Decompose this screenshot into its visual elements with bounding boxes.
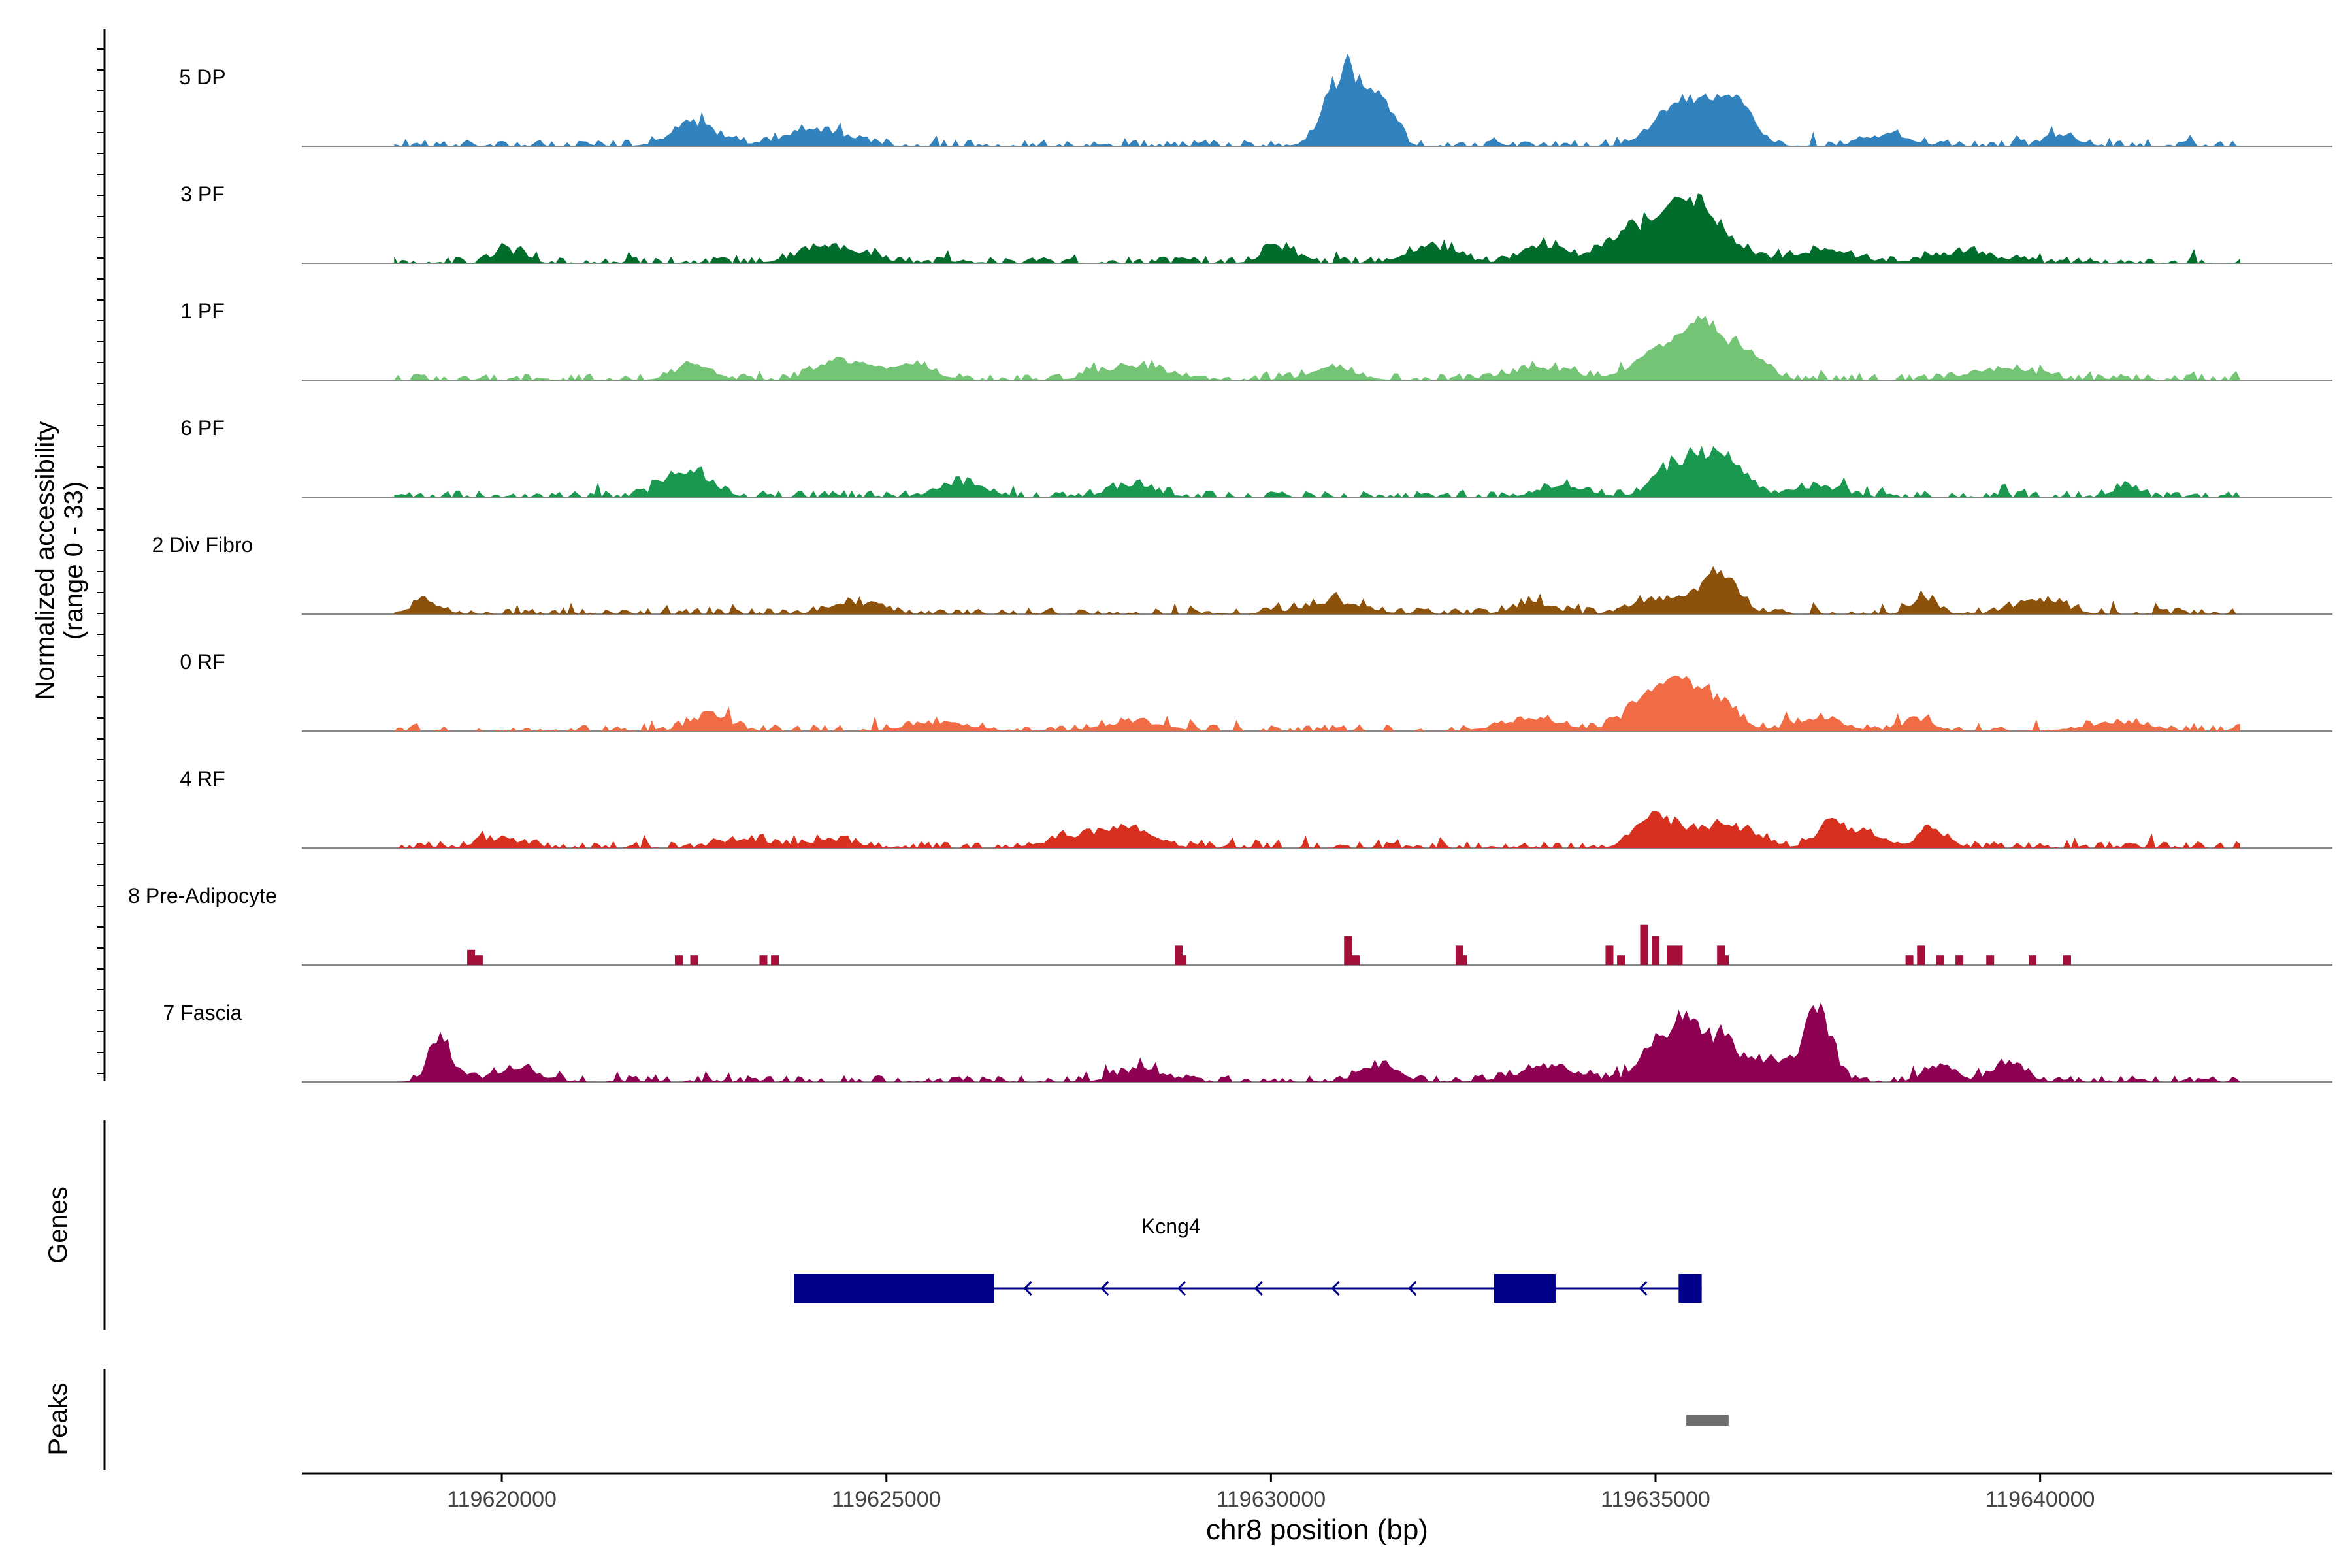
y-axis-label-line1: Normalized accessibility — [31, 421, 59, 700]
spike-bar — [2028, 955, 2036, 965]
gene-exon — [1678, 1274, 1702, 1303]
spike-bar — [1640, 924, 1648, 965]
strand-arrow — [1331, 1281, 1340, 1296]
peak-region — [1686, 1415, 1729, 1426]
peaks-track — [1686, 1415, 1729, 1426]
spike-bar — [1917, 945, 1925, 965]
track-8: 7 Fascia — [163, 1001, 2332, 1083]
peaks-track-label: Peaks — [44, 1382, 73, 1455]
strand-arrow — [1023, 1281, 1032, 1296]
spike-bar — [1617, 955, 1625, 965]
track-label: 5 DP — [179, 65, 225, 89]
track-label: 6 PF — [180, 416, 225, 440]
spike-bar — [690, 955, 698, 965]
spike-bar — [759, 955, 768, 965]
x-tick-label: 119630000 — [1217, 1487, 1326, 1512]
spike-bar — [1459, 955, 1467, 965]
spike-bar — [1674, 945, 1683, 965]
strand-arrow — [1100, 1281, 1109, 1296]
x-tick-label: 119640000 — [1985, 1487, 2095, 1512]
track-label: 0 RF — [180, 650, 225, 674]
coverage-area — [394, 811, 2240, 848]
spike-bar — [1936, 955, 1944, 965]
track-3: 6 PF — [180, 416, 2332, 498]
spike-bar — [1351, 955, 1360, 965]
spike-bar — [771, 955, 779, 965]
gene-name-label: Kcng4 — [1141, 1215, 1201, 1238]
track-label: 1 PF — [180, 299, 225, 323]
y-axis-label-line2: (range 0 - 33) — [59, 482, 88, 640]
spike-bar — [1179, 955, 1187, 965]
gene-exon — [794, 1274, 994, 1303]
x-tick-label: 119625000 — [832, 1487, 941, 1512]
coverage-area — [394, 53, 2240, 146]
track-4: 2 Div Fibro — [152, 533, 2332, 615]
x-tick-label: 119635000 — [1601, 1487, 1710, 1512]
track-7: 8 Pre-Adipocyte — [128, 884, 2332, 966]
coverage-area — [394, 566, 2240, 614]
track-label: 4 RF — [180, 767, 225, 791]
track-label: 7 Fascia — [163, 1001, 242, 1024]
accessibility-axis-ticks — [97, 48, 105, 1074]
x-tick-label: 119620000 — [447, 1487, 557, 1512]
track-0: 5 DP — [179, 53, 2332, 147]
strand-arrow — [1639, 1281, 1648, 1296]
x-axis-ticks: 119620000 119625000 119630000 119635000 1196… — [447, 1473, 2095, 1512]
coverage-tracks: 5 DP 3 PF 1 PF 6 PF 2 Div Fibro 0 RF 4 RF 8 Pre… — [128, 53, 2332, 1083]
spike-bar — [1344, 936, 1352, 965]
spike-bar — [1652, 936, 1660, 965]
spike-bar — [474, 955, 483, 965]
spike-bar — [1721, 955, 1729, 965]
track-2: 1 PF — [180, 299, 2332, 381]
strand-arrow — [1254, 1281, 1263, 1296]
spike-bar — [1667, 945, 1675, 965]
track-label: 3 PF — [180, 182, 225, 206]
x-axis-label: chr8 position (bp) — [1206, 1514, 1428, 1546]
track-1: 3 PF — [180, 182, 2332, 264]
spike-bar — [1905, 955, 1914, 965]
gene-track: Kcng4 — [794, 1215, 1702, 1303]
spike-bar — [1605, 945, 1614, 965]
strand-arrow — [1177, 1281, 1186, 1296]
spike-bar — [1955, 955, 1964, 965]
track-label: 2 Div Fibro — [152, 533, 253, 557]
track-6: 4 RF — [180, 767, 2332, 849]
spike-bar — [467, 949, 476, 965]
spike-bar — [2063, 955, 2071, 965]
track-5: 0 RF — [180, 650, 2332, 732]
genes-track-label: Genes — [44, 1186, 73, 1264]
spike-bar — [1986, 955, 1995, 965]
strand-arrow — [1408, 1281, 1417, 1296]
spike-bar — [674, 955, 683, 965]
track-label: 8 Pre-Adipocyte — [128, 884, 277, 907]
gene-exon — [1494, 1274, 1556, 1303]
coverage-area — [394, 315, 2240, 380]
